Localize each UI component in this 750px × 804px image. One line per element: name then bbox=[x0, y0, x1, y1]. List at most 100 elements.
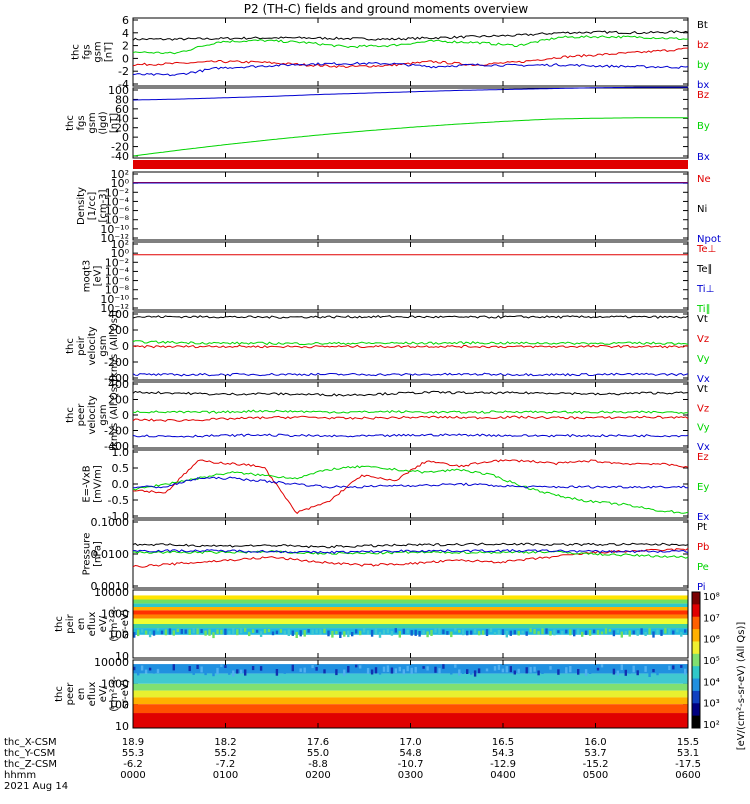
spectrogram-speckle bbox=[462, 629, 465, 636]
y-tick-label: 10000 bbox=[94, 586, 129, 599]
spectrogram-speckle bbox=[351, 668, 354, 672]
spectrogram-speckle bbox=[430, 667, 433, 673]
series-line-vx bbox=[132, 433, 689, 438]
series-line-pb bbox=[132, 547, 689, 568]
legend-vz: Vz bbox=[697, 334, 709, 345]
spectrogram-speckle bbox=[604, 628, 608, 634]
series-line-pt bbox=[132, 542, 689, 549]
y-axis-label-line: sr-eV) bbox=[120, 679, 131, 708]
series-line-vz bbox=[132, 415, 689, 422]
y-axis-label-line: peir bbox=[65, 613, 76, 633]
colorbar-label: [eV/(cm²-s-sr-eV) (All Qs)] bbox=[736, 622, 747, 751]
spectrogram-speckle bbox=[228, 668, 231, 675]
spectrogram-speckle bbox=[676, 629, 679, 633]
colorbar-segment bbox=[692, 604, 700, 618]
spectrogram-speckle bbox=[418, 631, 421, 637]
spectrogram-speckle bbox=[196, 664, 199, 669]
spectrogram-speckle bbox=[152, 630, 156, 636]
spectrogram-speckle bbox=[600, 631, 604, 635]
spectrogram-speckle bbox=[450, 631, 453, 638]
legend-pt: Pt bbox=[697, 522, 707, 533]
legend-ex: Ex bbox=[697, 512, 709, 523]
y-axis-label-line: [km/s (All Qs)] bbox=[109, 310, 120, 382]
y-tick-label: 10⁻² bbox=[105, 256, 129, 269]
spectrogram-speckle bbox=[561, 630, 564, 635]
spectrogram-speckle bbox=[192, 628, 195, 634]
y-axis-label-line: eflux bbox=[87, 682, 98, 707]
spectrogram-speckle bbox=[517, 630, 520, 636]
legend-ey: Ey bbox=[697, 482, 709, 493]
spectrogram-speckle bbox=[228, 630, 231, 635]
x-row-value: 55.2 bbox=[214, 748, 236, 759]
panel-8: 0.1000 0.0100 0.0010 Pressure[nPa] Pt Pb Pe Pi bbox=[82, 516, 710, 593]
y-tick-label: 40 bbox=[115, 112, 129, 125]
spectrogram-speckle bbox=[327, 665, 330, 670]
spectrogram-speckle bbox=[466, 669, 469, 674]
spectrogram-speckle bbox=[315, 629, 318, 634]
legend-by: by bbox=[697, 60, 709, 71]
x-row-value: 55.3 bbox=[122, 748, 144, 759]
spectrogram-speckle bbox=[339, 664, 342, 670]
x-row-label: hhmm bbox=[4, 770, 36, 781]
y-tick-label: 0 bbox=[122, 409, 129, 422]
y-axis-label: thcpeirvelocitygsm[km/s (All Qs)] bbox=[65, 310, 120, 382]
spectrogram-speckle bbox=[517, 668, 520, 673]
spectrogram-speckle bbox=[458, 669, 461, 676]
x-row-label: thc_Z-CSM bbox=[4, 759, 57, 770]
x-row-value: -7.2 bbox=[216, 759, 236, 770]
spectrogram-speckle bbox=[355, 629, 358, 634]
x-row-value: 16.5 bbox=[492, 737, 514, 748]
spectrogram-speckle bbox=[446, 631, 449, 635]
y-tick-label: 10² bbox=[111, 168, 129, 181]
spectrogram-speckle bbox=[672, 630, 675, 635]
spectrogram-speckle bbox=[374, 628, 378, 635]
spectrogram-speckle bbox=[156, 668, 160, 674]
legend-ez: Ez bbox=[697, 452, 709, 463]
y-tick-label: 4 bbox=[122, 27, 129, 40]
y-tick-label: 6 bbox=[122, 14, 129, 27]
legend-vz: Vz bbox=[697, 403, 709, 414]
spectrogram-speckle bbox=[291, 630, 294, 636]
spectrogram-speckle bbox=[331, 668, 334, 672]
spectrogram-speckle bbox=[434, 628, 437, 633]
spectrogram-speckle bbox=[208, 629, 211, 636]
spectrogram-band bbox=[133, 634, 688, 658]
spectrogram-speckle bbox=[200, 666, 203, 673]
spectrogram-speckle bbox=[200, 629, 203, 633]
spectrogram-speckle bbox=[454, 664, 457, 668]
y-tick-label: 10⁻⁸ bbox=[105, 214, 130, 227]
spectrogram-speckle bbox=[212, 669, 215, 677]
spectrogram-speckle bbox=[414, 666, 417, 673]
legend-ne: Ne bbox=[697, 174, 711, 185]
spectrogram-speckle bbox=[426, 666, 429, 671]
spectrogram-speckle bbox=[275, 669, 279, 676]
spectrogram-speckle bbox=[220, 664, 223, 667]
colorbar-segment bbox=[692, 592, 700, 605]
y-tick-label: 10⁰ bbox=[111, 177, 130, 190]
y-axis-label-line: en bbox=[76, 688, 87, 701]
y-tick-label: 100 bbox=[108, 629, 129, 642]
y-axis-label-line: fgs bbox=[82, 44, 93, 59]
colorbar-segment bbox=[692, 653, 700, 667]
y-tick-label: 1000 bbox=[101, 677, 129, 690]
y-tick-label: 100 bbox=[108, 84, 129, 97]
spectrogram-speckle bbox=[509, 630, 512, 636]
y-tick-label: 80 bbox=[115, 93, 129, 106]
spectrogram-speckle bbox=[549, 631, 552, 636]
spectrogram-speckle bbox=[521, 665, 524, 672]
legend-pb: Pb bbox=[697, 542, 709, 553]
spectrogram-speckle bbox=[204, 630, 207, 636]
spectrogram-speckle bbox=[553, 667, 556, 670]
figure-title: P2 (TH-C) fields and ground moments over… bbox=[244, 2, 529, 16]
spectrogram-speckle bbox=[188, 666, 191, 672]
spectrogram-band bbox=[133, 595, 688, 600]
spectrogram-speckle bbox=[485, 668, 489, 672]
spectrogram-speckle bbox=[676, 665, 679, 673]
y-axis-label-line: eflux bbox=[87, 612, 98, 637]
spectrogram-speckle bbox=[533, 629, 536, 634]
spectrogram-speckle bbox=[307, 669, 310, 673]
spectrogram-speckle bbox=[584, 630, 588, 635]
legend-bx: bx bbox=[697, 80, 709, 91]
spectrogram-speckle bbox=[287, 664, 290, 668]
